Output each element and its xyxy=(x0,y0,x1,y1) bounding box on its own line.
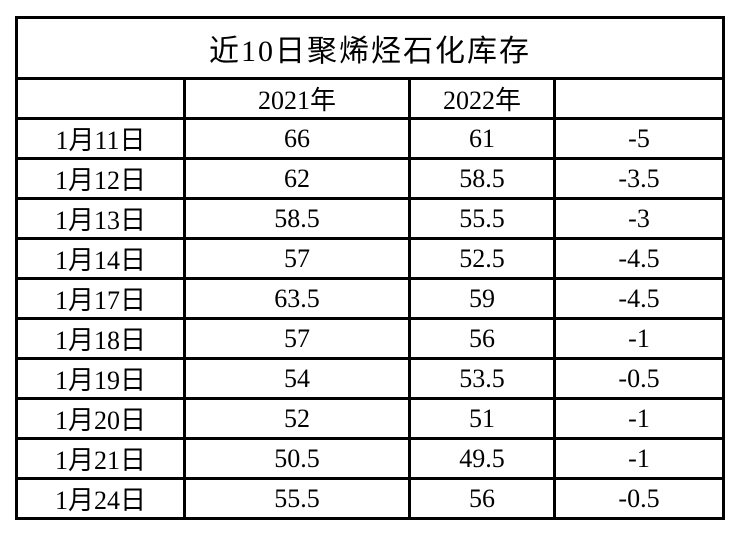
table-row: 1月24日 55.5 56 -0.5 xyxy=(15,477,725,520)
cell-2022: 56 xyxy=(408,317,556,360)
cell-diff: -1 xyxy=(553,317,725,360)
cell-date: 1月12日 xyxy=(15,157,186,200)
cell-date: 1月18日 xyxy=(15,317,186,360)
inventory-table: 近10日聚烯烃石化库存 2021年 2022年 1月11日 66 61 -5 1月12日… xyxy=(15,16,725,520)
cell-2022: 55.5 xyxy=(408,197,556,240)
column-header-date xyxy=(15,77,186,120)
table-head: 近10日聚烯烃石化库存 2021年 2022年 xyxy=(15,16,725,120)
cell-2022: 53.5 xyxy=(408,357,556,400)
cell-diff: -3.5 xyxy=(553,157,725,200)
table-row: 1月17日 63.5 59 -4.5 xyxy=(15,277,725,320)
cell-diff: -4.5 xyxy=(553,237,725,280)
cell-date: 1月13日 xyxy=(15,197,186,240)
cell-2021: 50.5 xyxy=(183,437,411,480)
cell-diff: -4.5 xyxy=(553,277,725,320)
cell-2021: 62 xyxy=(183,157,411,200)
cell-2022: 52.5 xyxy=(408,237,556,280)
table-body: 1月11日 66 61 -5 1月12日 62 58.5 -3.5 1月13日 58.5 55.5-… xyxy=(15,117,725,520)
cell-date: 1月24日 xyxy=(15,477,186,520)
cell-2021: 63.5 xyxy=(183,277,411,320)
table-row: 1月20日 52 51 -1 xyxy=(15,397,725,440)
cell-date: 1月19日 xyxy=(15,357,186,400)
table-row: 1月13日 58.5 55.5 -3 xyxy=(15,197,725,240)
cell-diff: -5 xyxy=(553,117,725,160)
column-header-2022: 2022年 xyxy=(408,77,556,120)
cell-date: 1月20日 xyxy=(15,397,186,440)
column-header-diff xyxy=(553,77,725,120)
cell-diff: -3 xyxy=(553,197,725,240)
cell-2021: 58.5 xyxy=(183,197,411,240)
table-row: 1月21日 50.5 49.5 -1 xyxy=(15,437,725,480)
table-row: 1月12日 62 58.5 -3.5 xyxy=(15,157,725,200)
cell-2021: 55.5 xyxy=(183,477,411,520)
cell-2021: 54 xyxy=(183,357,411,400)
cell-2021: 57 xyxy=(183,317,411,360)
cell-2022: 58.5 xyxy=(408,157,556,200)
cell-date: 1月14日 xyxy=(15,237,186,280)
cell-diff: -1 xyxy=(553,397,725,440)
cell-2022: 56 xyxy=(408,477,556,520)
table-row: 1月18日 57 56 -1 xyxy=(15,317,725,360)
cell-date: 1月17日 xyxy=(15,277,186,320)
table-row: 1月19日 54 53.5 -0.5 xyxy=(15,357,725,400)
cell-diff: -0.5 xyxy=(553,357,725,400)
cell-date: 1月21日 xyxy=(15,437,186,480)
column-header-2021: 2021年 xyxy=(183,77,411,120)
cell-diff: -1 xyxy=(553,437,725,480)
cell-2021: 57 xyxy=(183,237,411,280)
column-header-row: 2021年 2022年 xyxy=(15,77,725,120)
cell-2021: 66 xyxy=(183,117,411,160)
title-row: 近10日聚烯烃石化库存 xyxy=(15,16,725,80)
cell-date: 1月11日 xyxy=(15,117,186,160)
cell-2022: 51 xyxy=(408,397,556,440)
cell-diff: -0.5 xyxy=(553,477,725,520)
table-row: 1月11日 66 61 -5 xyxy=(15,117,725,160)
cell-2022: 61 xyxy=(408,117,556,160)
cell-2022: 59 xyxy=(408,277,556,320)
table-title: 近10日聚烯烃石化库存 xyxy=(15,16,725,80)
cell-2022: 49.5 xyxy=(408,437,556,480)
cell-2021: 52 xyxy=(183,397,411,440)
table-row: 1月14日 57 52.5 -4.5 xyxy=(15,237,725,280)
